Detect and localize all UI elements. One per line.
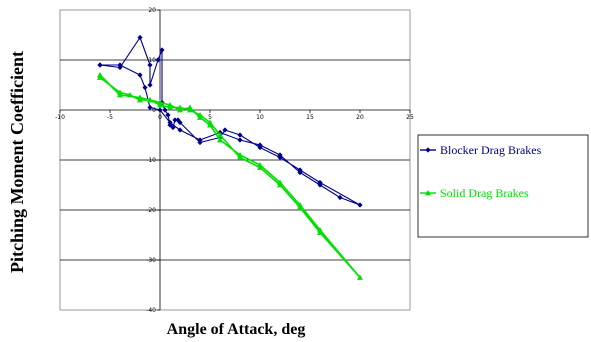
data-point xyxy=(277,152,283,158)
data-point xyxy=(117,89,123,95)
legend: Blocker Drag Brakes Solid Drag Brakes xyxy=(417,134,589,238)
data-point xyxy=(157,99,163,105)
data-point xyxy=(357,274,363,280)
data-point xyxy=(337,194,343,201)
data-point xyxy=(147,82,153,88)
x-tick-label: -10 xyxy=(55,114,65,121)
data-point xyxy=(217,137,223,143)
data-point xyxy=(277,179,283,185)
data-point xyxy=(172,117,178,123)
data-point xyxy=(162,107,168,113)
data-point xyxy=(222,127,228,133)
data-point xyxy=(207,122,213,128)
data-point xyxy=(165,112,171,118)
data-point xyxy=(177,107,183,113)
x-tick-label: 10 xyxy=(256,114,264,121)
data-point xyxy=(142,84,148,91)
data-point xyxy=(177,127,183,133)
legend-box xyxy=(417,134,589,238)
data-point xyxy=(425,147,431,153)
data-point xyxy=(177,119,183,126)
data-point xyxy=(137,72,143,78)
data-point xyxy=(425,190,431,196)
data-point xyxy=(159,47,165,53)
data-point xyxy=(197,137,203,143)
x-tick-label: 15 xyxy=(306,114,314,121)
legend-label: Blocker Drag Brakes xyxy=(440,143,542,157)
data-point xyxy=(97,62,103,68)
x-tick-label: -5 xyxy=(107,114,113,121)
x-tick-label: 5 xyxy=(208,114,212,121)
axes: 20 10 0 -10 -20 -30 -40 -10 -5 0 5 10 15 20 25 xyxy=(55,7,414,314)
series-lines xyxy=(97,34,363,280)
data-point xyxy=(167,119,173,126)
data-point xyxy=(137,97,143,103)
y-axis-title: Pitching Moment Coefficient xyxy=(7,51,27,273)
data-point xyxy=(317,227,323,233)
data-point xyxy=(297,202,303,208)
y-tick-label: 20 xyxy=(148,7,156,14)
data-point xyxy=(237,137,243,143)
data-point xyxy=(155,57,161,63)
x-tick-label: 25 xyxy=(406,114,414,121)
y-tick-label: 0 xyxy=(152,107,156,114)
grid xyxy=(59,9,411,311)
data-point xyxy=(157,107,163,113)
y-tick-label: 10 xyxy=(148,57,156,64)
data-point xyxy=(297,169,303,176)
data-point xyxy=(257,162,263,168)
y-tick-label: -30 xyxy=(146,257,156,264)
data-point xyxy=(147,97,153,103)
data-point xyxy=(137,34,143,41)
data-point xyxy=(175,117,181,123)
data-point xyxy=(170,124,176,131)
x-tick-label: 0 xyxy=(158,114,162,121)
data-point xyxy=(237,152,243,158)
data-point xyxy=(357,202,363,208)
y-tick-label: -20 xyxy=(146,207,156,214)
data-point xyxy=(317,182,323,188)
data-point xyxy=(127,92,133,98)
data-point xyxy=(167,102,173,108)
legend-label: Solid Drag Brakes xyxy=(440,186,529,200)
y-tick-label: -40 xyxy=(146,307,156,314)
data-point xyxy=(237,132,243,138)
series-line xyxy=(99,36,361,206)
data-point xyxy=(257,142,263,148)
series-line xyxy=(99,74,361,279)
data-point xyxy=(147,62,153,68)
data-point xyxy=(117,62,123,68)
data-point xyxy=(147,104,153,111)
x-tick-label: 20 xyxy=(356,114,364,121)
x-axis-title: Angle of Attack, deg xyxy=(167,321,306,338)
data-point xyxy=(187,104,193,110)
y-tick-label: -10 xyxy=(146,157,156,164)
data-point xyxy=(217,132,223,138)
data-point xyxy=(197,114,203,120)
data-point xyxy=(97,74,103,80)
